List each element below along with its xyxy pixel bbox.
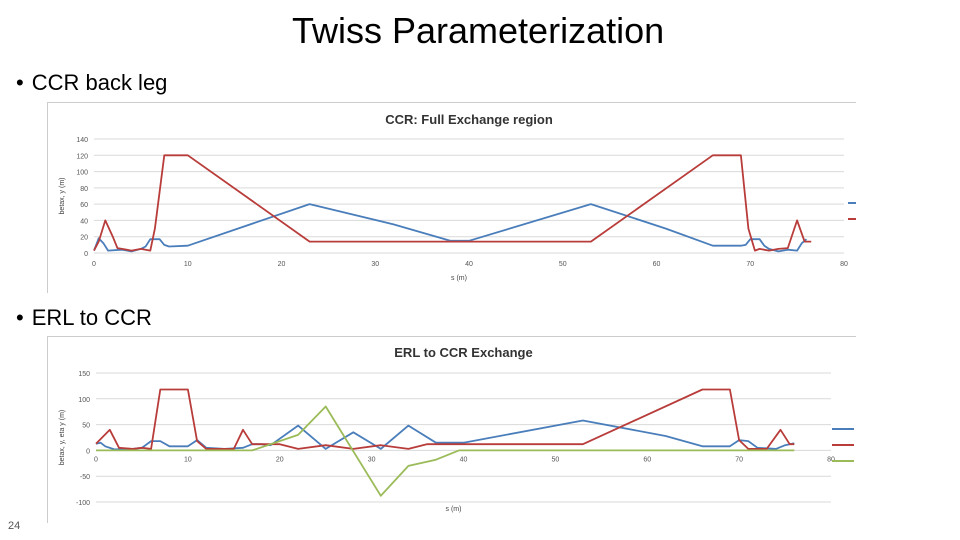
y-axis-label: betax, y, eta y (m) [59,410,66,466]
series-line-100-eta-y [96,405,795,497]
chart-title: CCR: Full Exchange region [385,112,553,127]
x-tick-label: 30 [368,456,376,463]
slide-title-text: Twiss Parameterization [292,10,665,51]
x-tick-label: 50 [551,456,559,463]
x-tick-label: 50 [559,261,567,268]
chart-erl-to-ccr-exchange: ERL to CCR Exchange -100 -50 0 50 100 150 0 10 20… [47,336,892,523]
x-tick-label: 10 [184,261,192,268]
y-tick-label: 20 [80,235,88,242]
x-tick-label: 0 [92,261,96,268]
x-tick-label: 70 [735,456,743,463]
x-tick-label: 0 [94,456,98,463]
x-tick-label: 40 [465,261,473,268]
chart-erl-svg: ERL to CCR Exchange -100 -50 0 50 100 150 0 10 20… [59,345,892,513]
y-tick-label: 50 [82,423,90,430]
y-tick-label: 60 [80,202,88,209]
y-tick-label: -50 [80,474,90,481]
chart-title: ERL to CCR Exchange [394,345,532,360]
bullet-text: CCR back leg [31,70,168,95]
y-tick-label: 0 [86,448,90,455]
y-tick-label: 40 [80,218,88,225]
x-tick-label: 20 [278,261,286,268]
y-tick-label: 100 [78,397,90,404]
y-tick-label: 150 [78,371,90,378]
page-number: 24 [8,520,21,532]
y-tick-label: 0 [84,251,88,258]
x-tick-label: 80 [827,456,835,463]
bullet-dot: • [16,70,24,95]
x-axis-label: s (m) [446,506,462,513]
y-tick-label: 100 [76,170,88,177]
series-line-betax [95,419,795,451]
x-tick-label: 20 [276,456,284,463]
x-tick-label: 40 [460,456,468,463]
bullet-text: ERL to CCR [31,305,152,330]
bullet-erl-to-ccr: • ERL to CCR [16,305,152,331]
x-tick-label: 60 [643,456,651,463]
x-tick-label: 60 [653,261,661,268]
chart-ccr-svg: CCR: Full Exchange region020406080100120… [59,112,894,282]
series-line-betay [93,154,812,252]
y-tick-label: 140 [76,137,88,144]
series-line-betay [95,388,795,450]
chart-ccr-full-exchange: CCR: Full Exchange region 0 20 40 60 80 100 120… [47,102,894,293]
bullet-dot: • [16,305,24,330]
y-tick-label: -100 [76,500,90,507]
x-tick-label: 10 [184,456,192,463]
y-tick-label: 120 [76,153,88,160]
x-tick-label: 30 [371,261,379,268]
bullet-ccr-back-leg: • CCR back leg [16,70,167,96]
x-tick-label: 80 [840,261,848,268]
y-axis-label: betax, y (m) [59,178,66,215]
x-axis-label: s (m) [451,275,467,282]
x-tick-label: 70 [746,261,754,268]
series-line-betax [93,203,808,253]
y-tick-label: 80 [80,186,88,193]
